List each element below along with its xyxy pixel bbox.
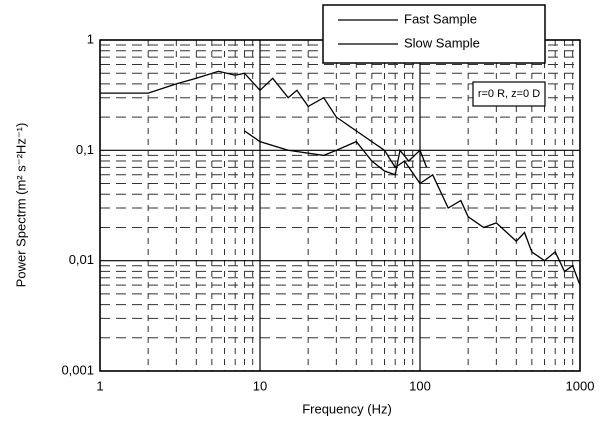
legend-box [322,4,546,64]
legend-label: Slow Sample [404,35,480,50]
y-tick-label: 0,1 [76,142,94,157]
series-line [100,70,581,286]
x-tick-label: 100 [409,378,431,393]
x-tick-label: 1000 [566,378,595,393]
y-tick-label: 0,01 [69,252,94,267]
y-tick-label: 1 [87,31,94,46]
annotation: r=0 R, z=0 D [478,88,540,100]
x-tick-label: 1 [96,378,103,393]
y-axis-label: Power Spectrm (m² s⁻²Hz⁻¹) [13,123,28,288]
x-axis-label: Frequency (Hz) [302,401,392,416]
annotation-box [472,81,546,107]
x-tick-label: 10 [253,378,267,393]
y-tick-label: 0,001 [61,362,94,377]
series-line [244,130,428,176]
legend-label: Fast Sample [404,11,477,26]
